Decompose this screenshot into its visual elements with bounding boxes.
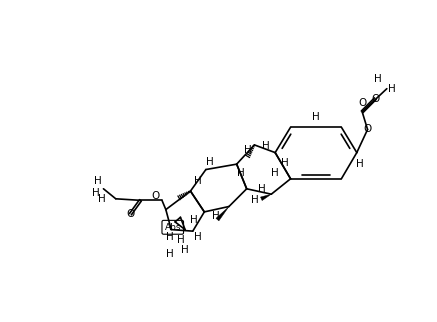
Text: H: H bbox=[258, 184, 266, 194]
Text: H: H bbox=[194, 232, 202, 242]
Text: O: O bbox=[364, 125, 372, 135]
Text: H: H bbox=[194, 176, 202, 186]
Text: Abs: Abs bbox=[164, 223, 181, 232]
Text: H: H bbox=[166, 232, 173, 242]
Text: H: H bbox=[212, 211, 220, 221]
Text: H: H bbox=[237, 168, 244, 178]
Polygon shape bbox=[260, 194, 271, 201]
Text: H: H bbox=[177, 235, 184, 245]
Polygon shape bbox=[216, 206, 229, 221]
Text: O: O bbox=[126, 209, 135, 219]
Text: H: H bbox=[356, 159, 364, 169]
Text: H: H bbox=[98, 194, 106, 204]
Text: H: H bbox=[388, 84, 396, 94]
Text: H: H bbox=[94, 176, 102, 186]
Text: H: H bbox=[281, 158, 289, 168]
Text: O: O bbox=[371, 94, 379, 104]
Text: H: H bbox=[206, 157, 214, 167]
FancyBboxPatch shape bbox=[162, 220, 184, 234]
Text: H: H bbox=[312, 112, 320, 122]
Text: H: H bbox=[181, 245, 189, 255]
Text: H: H bbox=[166, 249, 173, 259]
Text: H: H bbox=[191, 214, 198, 224]
Text: H: H bbox=[92, 188, 100, 198]
Text: H: H bbox=[374, 74, 382, 84]
Text: H: H bbox=[262, 141, 270, 151]
Text: H: H bbox=[271, 168, 279, 178]
Text: H: H bbox=[250, 195, 258, 205]
Text: O: O bbox=[152, 192, 160, 202]
Text: O: O bbox=[358, 98, 366, 108]
Text: H: H bbox=[244, 145, 252, 155]
